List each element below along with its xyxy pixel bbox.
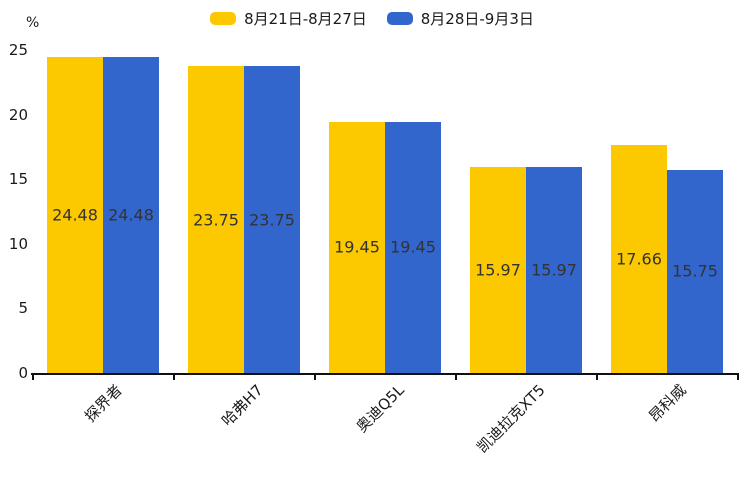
x-axis-tick bbox=[172, 375, 175, 380]
bar-value-label: 15.75 bbox=[672, 261, 718, 281]
y-axis-unit-label: % bbox=[26, 15, 40, 31]
bar-value-label: 15.97 bbox=[475, 260, 521, 280]
legend-label-week2: 8月28日-9月3日 bbox=[420, 10, 534, 28]
bar-value-label: 24.48 bbox=[108, 205, 154, 225]
bar-value-label: 23.75 bbox=[249, 210, 295, 230]
legend-swatch-week1 bbox=[210, 12, 237, 25]
x-axis-tick bbox=[454, 375, 457, 380]
y-tick-label: 5 bbox=[18, 299, 28, 318]
x-axis-tick bbox=[31, 375, 34, 380]
legend: 8月21日-8月27日 8月28日-9月3日 bbox=[0, 8, 744, 29]
bar-value-label: 19.45 bbox=[390, 237, 436, 257]
legend-swatch-week2 bbox=[386, 12, 413, 25]
x-category-label: 哈弗H7 bbox=[218, 381, 267, 430]
bar-s2-c3: 19.45 bbox=[385, 121, 441, 373]
x-category-label: 探界者 bbox=[81, 381, 126, 426]
x-axis-tick bbox=[736, 375, 739, 380]
bar-s2-c4: 15.97 bbox=[526, 166, 582, 373]
y-tick-label: 20 bbox=[8, 105, 28, 124]
legend-item-week1: 8月21日-8月27日 bbox=[210, 8, 367, 29]
x-category-label: 奥迪Q5L bbox=[352, 381, 408, 436]
bar-s1-c3: 19.45 bbox=[329, 121, 385, 373]
y-tick-label: 0 bbox=[18, 364, 28, 382]
bar-value-label: 17.66 bbox=[616, 249, 662, 269]
bar-value-label: 23.75 bbox=[193, 210, 239, 230]
bar-s2-c5: 15.75 bbox=[667, 169, 723, 373]
legend-item-week2: 8月28日-9月3日 bbox=[386, 8, 534, 29]
x-axis-tick bbox=[595, 375, 598, 380]
bar-value-label: 15.97 bbox=[531, 260, 577, 280]
x-axis-line bbox=[31, 373, 739, 375]
y-tick-label: 25 bbox=[8, 41, 28, 59]
x-category-label: 昂科威 bbox=[645, 381, 690, 426]
bar-s1-c1: 24.48 bbox=[47, 56, 103, 373]
bar-s1-c4: 15.97 bbox=[470, 166, 526, 373]
legend-label-week1: 8月21日-8月27日 bbox=[244, 10, 367, 28]
bar-s2-c2: 23.75 bbox=[244, 66, 300, 373]
bar-value-label: 24.48 bbox=[52, 205, 98, 225]
y-tick-label: 15 bbox=[8, 170, 28, 189]
bar-s2-c1: 24.48 bbox=[103, 56, 159, 373]
bar-s1-c5: 17.66 bbox=[611, 144, 667, 373]
x-axis-tick bbox=[313, 375, 316, 380]
y-tick-label: 10 bbox=[8, 234, 28, 253]
bar-value-label: 19.45 bbox=[334, 237, 380, 257]
bar-s1-c2: 23.75 bbox=[188, 66, 244, 373]
x-category-label: 凯迪拉克XT5 bbox=[473, 381, 549, 457]
